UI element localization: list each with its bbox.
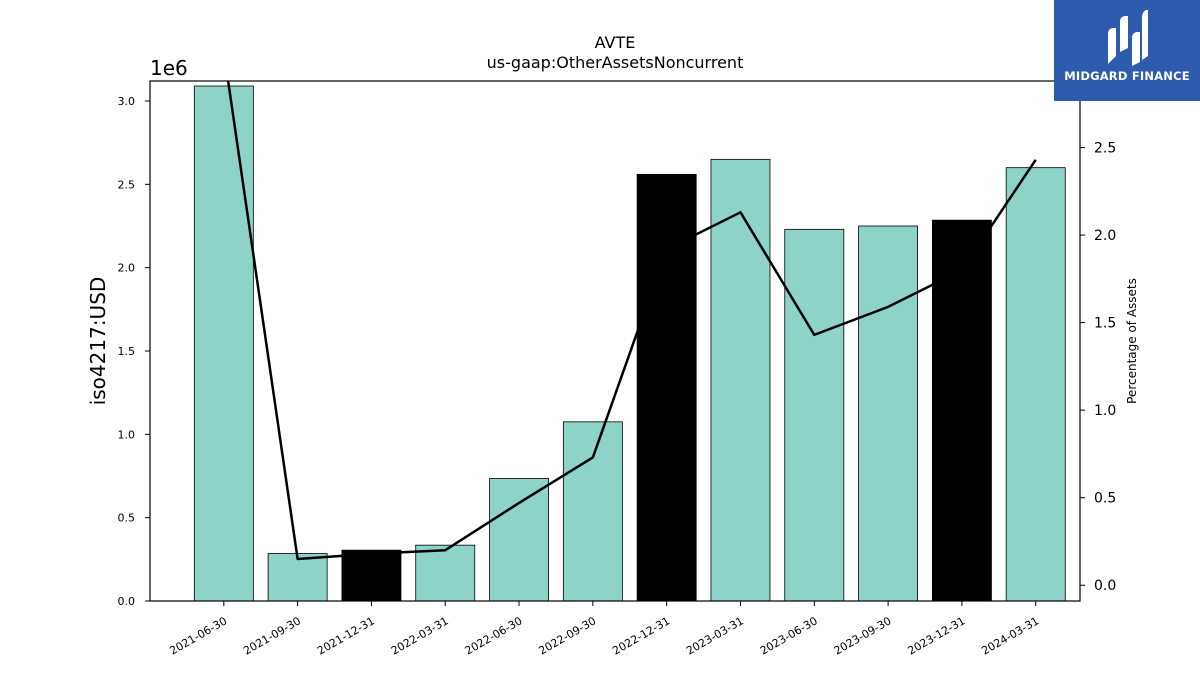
bar-2023-03-31 — [710, 158, 771, 601]
y2-tick-label: 0.5 — [1094, 491, 1116, 507]
x-tick-label: 2022-03-31 — [389, 614, 451, 657]
bar-2021-12-31 — [341, 549, 402, 601]
x-tick-label: 2024-03-31 — [979, 614, 1041, 657]
y-tick-label: 2.5 — [118, 178, 136, 191]
x-tick-label: 2022-12-31 — [610, 614, 672, 657]
bar-2024-03-31 — [1005, 167, 1066, 601]
bar-2023-12-31 — [931, 219, 992, 601]
y-tick-label: 0.0 — [118, 595, 136, 608]
y2-tick-label: 0.0 — [1094, 578, 1116, 594]
bar-2023-06-30 — [784, 228, 845, 601]
x-tick-label: 2023-12-31 — [906, 614, 968, 657]
x-tick-label: 2022-09-30 — [536, 614, 598, 657]
y-tick-label: 3.0 — [118, 95, 136, 108]
y2-axis-label: Percentage of Assets — [1125, 278, 1139, 404]
y2-tick-label: 1.5 — [1094, 316, 1116, 332]
bar-2021-09-30 — [267, 553, 328, 601]
y-tick-label: 0.5 — [118, 512, 136, 525]
bar-2022-03-31 — [415, 544, 476, 601]
bars-group — [193, 85, 1066, 601]
logo-text: MIDGARD FINANCE — [1064, 69, 1190, 83]
bar-2022-06-30 — [489, 478, 549, 601]
y2-tick-label: 2.0 — [1094, 228, 1116, 244]
chart-subtitle: us-gaap:OtherAssetsNoncurrent — [487, 53, 744, 72]
y2-tick-label: 1.0 — [1094, 403, 1116, 419]
bar-2022-09-30 — [562, 421, 623, 601]
bar-2023-09-30 — [858, 225, 919, 601]
x-tick-label: 2023-03-31 — [684, 614, 746, 657]
chart-title: AVTE — [595, 33, 636, 52]
bar-2021-06-30 — [193, 85, 254, 601]
x-tick-label: 2023-09-30 — [832, 614, 894, 657]
y-axis-offset-label: 1e6 — [150, 56, 188, 80]
x-tick-label: 2023-06-30 — [758, 614, 820, 657]
midgard-finance-logo: MIDGARD FINANCE — [1054, 0, 1200, 101]
y-tick-label: 2.0 — [118, 262, 136, 275]
y2-tick-label: 2.5 — [1094, 141, 1116, 157]
line-group — [226, 81, 1037, 561]
y-axis-label: iso4217:USD — [86, 277, 110, 406]
x-tick-label: 2021-09-30 — [241, 614, 303, 657]
logo-mark-icon — [1108, 10, 1148, 66]
percentage-line — [226, 81, 1037, 561]
plot-frame — [149, 80, 1081, 602]
x-tick-label: 2021-06-30 — [167, 614, 229, 657]
x-tick-label: 2022-06-30 — [463, 614, 525, 657]
x-tick-label: 2021-12-31 — [315, 614, 377, 657]
y-tick-label: 1.0 — [118, 428, 136, 441]
y-tick-label: 1.5 — [118, 345, 136, 358]
bar-2022-12-31 — [636, 173, 697, 601]
